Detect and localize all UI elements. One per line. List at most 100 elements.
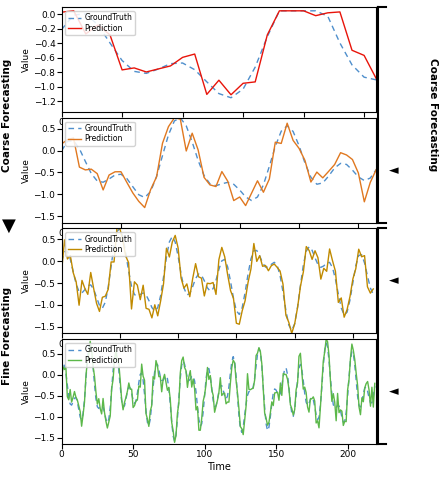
Y-axis label: Value: Value	[22, 47, 31, 72]
Prediction	[172, 440, 177, 445]
Prediction	[71, 8, 77, 14]
Text: ◄: ◄	[389, 385, 398, 398]
Prediction	[253, 79, 258, 85]
GroundTruth	[237, 187, 242, 193]
GroundTruth	[91, 287, 96, 292]
Prediction	[370, 286, 376, 292]
Prediction	[190, 130, 195, 136]
Text: Fine Forecasting: Fine Forecasting	[2, 287, 12, 385]
Prediction	[109, 259, 114, 265]
Line: Prediction: Prediction	[62, 228, 373, 333]
GroundTruth	[59, 259, 64, 264]
Legend: GroundTruth, Prediction: GroundTruth, Prediction	[66, 11, 135, 35]
Prediction	[337, 410, 342, 416]
Prediction	[208, 281, 213, 287]
Prediction	[325, 10, 330, 16]
Prediction	[142, 204, 147, 210]
Prediction	[362, 52, 367, 58]
Line: GroundTruth: GroundTruth	[62, 343, 375, 441]
GroundTruth	[183, 123, 189, 129]
GroundTruth	[172, 438, 177, 444]
Prediction	[180, 55, 185, 60]
GroundTruth	[374, 167, 379, 172]
GroundTruth	[249, 198, 254, 204]
GroundTruth	[228, 95, 234, 101]
Line: Prediction: Prediction	[62, 339, 375, 443]
Line: GroundTruth: GroundTruth	[62, 118, 376, 201]
GroundTruth	[325, 13, 330, 19]
Y-axis label: Value: Value	[22, 379, 31, 404]
Legend: GroundTruth, Prediction: GroundTruth, Prediction	[66, 232, 135, 256]
GroundTruth	[265, 34, 270, 39]
GroundTruth	[370, 291, 376, 297]
GroundTruth	[145, 420, 150, 425]
GroundTruth	[261, 182, 266, 188]
Prediction	[312, 248, 318, 253]
Prediction	[59, 376, 64, 382]
GroundTruth	[178, 115, 183, 121]
Text: ▼: ▼	[2, 216, 16, 235]
Prediction	[120, 67, 125, 73]
GroundTruth	[107, 40, 113, 46]
Prediction	[326, 353, 332, 359]
Prediction	[333, 268, 338, 274]
Prediction	[265, 32, 270, 38]
Prediction	[228, 92, 234, 97]
Line: GroundTruth: GroundTruth	[62, 228, 373, 330]
GroundTruth	[301, 8, 306, 14]
GroundTruth	[349, 62, 355, 68]
Prediction	[301, 8, 306, 14]
Prediction	[374, 76, 379, 82]
Prediction	[145, 416, 150, 422]
GroundTruth	[144, 71, 149, 76]
Prediction	[241, 81, 246, 86]
Prediction	[59, 268, 64, 274]
GroundTruth	[180, 60, 185, 66]
Y-axis label: Value: Value	[22, 268, 31, 293]
Prediction	[192, 51, 198, 57]
Prediction	[204, 92, 209, 97]
GroundTruth	[372, 384, 378, 389]
Prediction	[168, 63, 173, 69]
GroundTruth	[326, 358, 332, 363]
Prediction	[95, 22, 101, 28]
GroundTruth	[132, 69, 137, 74]
Prediction	[112, 169, 117, 175]
GroundTruth	[255, 194, 260, 200]
Prediction	[313, 13, 319, 19]
Prediction	[277, 8, 282, 14]
X-axis label: Time: Time	[207, 462, 231, 472]
GroundTruth	[342, 419, 348, 424]
GroundTruth	[362, 74, 367, 80]
GroundTruth	[83, 11, 88, 17]
Prediction	[144, 69, 149, 75]
Line: GroundTruth: GroundTruth	[62, 11, 376, 98]
Text: Coarse Forecasting: Coarse Forecasting	[2, 59, 12, 171]
Prediction	[132, 65, 137, 71]
Prediction	[289, 8, 294, 14]
GroundTruth	[285, 123, 290, 129]
GroundTruth	[374, 77, 379, 83]
Prediction	[107, 32, 113, 38]
GroundTruth	[150, 384, 156, 390]
GroundTruth	[59, 26, 64, 32]
GroundTruth	[241, 86, 246, 92]
GroundTruth	[228, 371, 233, 376]
Prediction	[91, 286, 96, 291]
GroundTruth	[59, 148, 64, 154]
GroundTruth	[168, 61, 173, 67]
Line: Prediction: Prediction	[62, 11, 376, 95]
GroundTruth	[289, 327, 294, 333]
Prediction	[261, 189, 266, 195]
Prediction	[228, 381, 233, 386]
Prediction	[289, 330, 294, 336]
GroundTruth	[337, 403, 342, 409]
Prediction	[349, 48, 355, 53]
GroundTruth	[112, 172, 117, 178]
GroundTruth	[253, 64, 258, 70]
Prediction	[114, 226, 120, 231]
GroundTruth	[192, 67, 198, 72]
Legend: GroundTruth, Prediction: GroundTruth, Prediction	[66, 121, 135, 146]
Prediction	[339, 295, 344, 301]
GroundTruth	[204, 79, 209, 84]
